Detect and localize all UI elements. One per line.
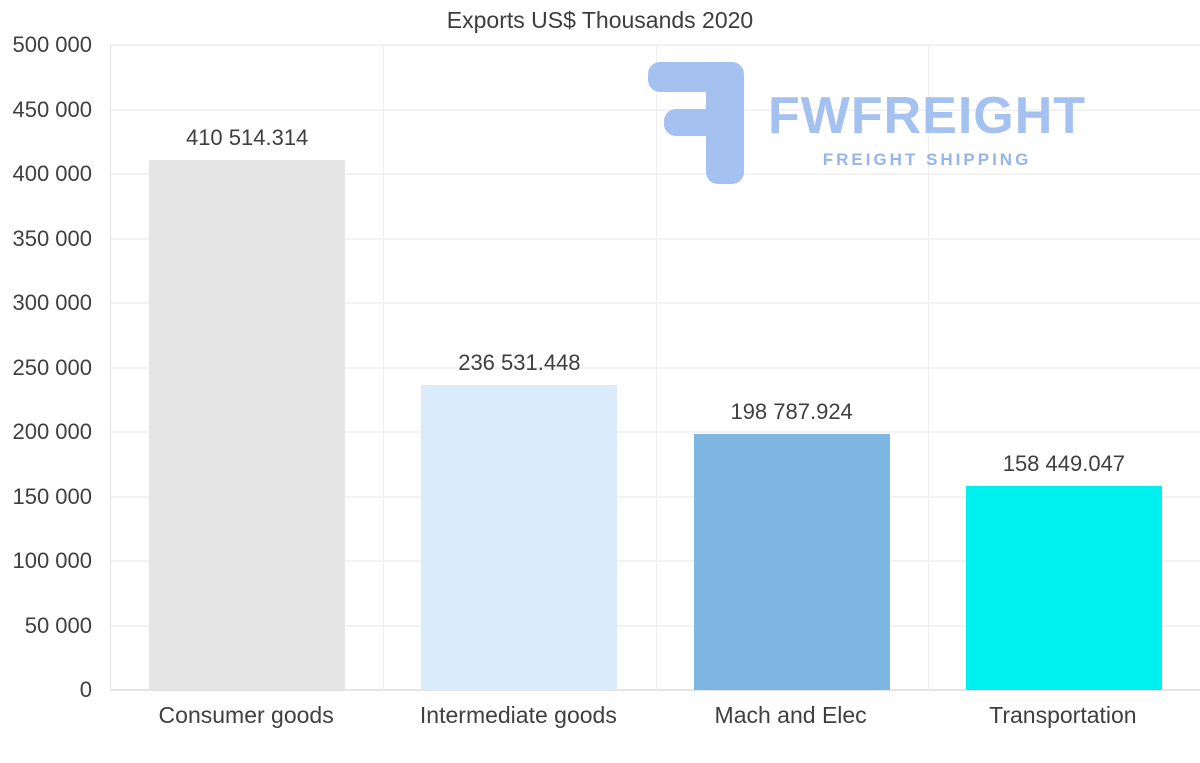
y-tick-label: 50 000 <box>24 612 92 638</box>
bar-consumer-goods[interactable] <box>149 160 346 690</box>
vertical-gridline <box>927 45 929 690</box>
bar-value-label: 158 449.047 <box>1002 450 1126 476</box>
plot-area: 410 514.314 236 531.448 198 787.924 158 449… <box>110 44 1200 691</box>
vertical-gridline <box>655 45 657 690</box>
x-tick-label-transportation: Transportation <box>989 702 1137 728</box>
x-tick-label-intermediate-goods: Intermediate goods <box>419 702 617 728</box>
y-tick-label: 350 000 <box>12 225 92 251</box>
bars-layer: 410 514.314 236 531.448 198 787.924 158 449… <box>111 45 1200 690</box>
x-axis: Consumer goods Intermediate goods Mach and… <box>110 702 1199 738</box>
y-tick-label: 150 000 <box>12 483 92 509</box>
chart-title: Exports US$ Thousands 2020 <box>446 7 754 33</box>
y-tick-label: 400 000 <box>12 161 92 186</box>
bar-transportation[interactable] <box>965 485 1162 690</box>
vertical-gridline <box>383 45 385 690</box>
y-tick-label: 100 000 <box>12 548 92 573</box>
category-band-intermediate-goods: 236 531.448 <box>383 45 655 690</box>
y-tick-label: 500 000 <box>12 32 92 57</box>
category-band-transportation: 158 449.047 <box>928 45 1200 690</box>
y-tick-label: 250 000 <box>12 354 92 380</box>
bar-mach-and-elec[interactable] <box>693 433 890 690</box>
bar-value-label: 236 531.448 <box>458 349 581 375</box>
y-tick-label: 450 000 <box>12 96 92 122</box>
y-tick-label: 0 <box>79 677 92 702</box>
x-tick-label-mach-and-elec: Mach and Elec <box>714 702 867 728</box>
gridline <box>111 689 1200 691</box>
category-band-mach-and-elec: 198 787.924 <box>656 45 928 690</box>
y-axis: 0 50 000 100 000 150 000 200 000 250 000 300 0… <box>0 34 100 701</box>
bar-value-label: 410 514.314 <box>185 125 309 151</box>
x-tick-label-consumer-goods: Consumer goods <box>158 702 334 728</box>
bar-intermediate-goods[interactable] <box>421 384 618 690</box>
bar-value-label: 198 787.924 <box>730 398 853 424</box>
y-tick-label: 300 000 <box>12 290 92 315</box>
category-band-consumer-goods: 410 514.314 <box>111 45 383 690</box>
y-tick-label: 200 000 <box>12 419 92 444</box>
